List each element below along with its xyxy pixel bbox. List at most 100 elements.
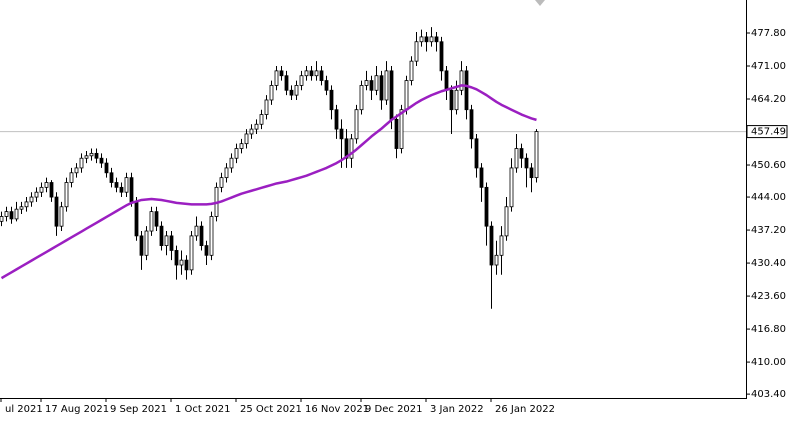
candle-body [244,133,249,145]
candle-body [54,196,59,227]
candle-body [99,157,104,164]
candle-body [14,208,19,220]
candle-body [199,225,204,246]
x-tick-label: 25 Oct 2021 [240,404,302,415]
candle-body [504,206,509,237]
y-tick-label: 437.20 [751,225,786,236]
candle-body [519,148,524,159]
candle-body [529,167,534,179]
candle-body [424,36,429,43]
candle-body [459,70,464,91]
candle-body [24,201,29,208]
candle-body [259,114,264,125]
candle-body [34,191,39,198]
candle-body [449,89,454,111]
candle-body [284,75,289,91]
candle-body [369,80,374,91]
candle-body [319,70,324,81]
candle-body [169,235,174,251]
candle-body [29,196,34,203]
candle-body [534,131,539,179]
candle-body [94,152,99,159]
candle-body [249,128,254,135]
x-tick-label: 17 Aug 2021 [45,404,109,415]
candle-body [149,211,154,232]
candle-body [4,211,9,217]
candle-body [69,172,74,183]
candle-body [59,206,64,227]
shift-marker [535,0,545,6]
candle-body [279,70,284,77]
candle-body [109,172,114,183]
candle-body [439,41,444,72]
candle-body [159,225,164,246]
candle-body [139,235,144,256]
candle-body [274,70,279,86]
candle-body [499,235,504,256]
y-tick-label: 423.60 [751,291,786,302]
candle-body [364,80,369,86]
candle-body [299,75,304,86]
moving-average-line [0,84,537,280]
x-tick-label: 3 Jan 2022 [430,404,484,415]
candle-body [474,138,479,169]
candle-body [9,211,14,220]
candle-body [524,157,529,169]
candle-body [304,70,309,77]
candle-body [104,162,109,174]
candle-body [294,85,299,96]
y-tick-label: 471.00 [751,61,786,72]
x-tick-label: 9 Dec 2021 [365,404,423,415]
candle-body [164,235,169,246]
candle-body [429,36,434,43]
x-tick-label: 16 Nov 2021 [305,404,369,415]
candle-body [509,167,514,208]
candle-body [374,75,379,91]
candle-body [224,167,229,179]
candle-body [204,245,209,256]
candle-body [494,254,499,266]
candle-body [209,216,214,256]
candle-body [129,177,134,203]
candle-body [269,85,274,101]
current-price-box [746,125,788,139]
candle-body [174,250,179,266]
candle-body [219,177,224,188]
candle-body [314,70,319,77]
candle-body [384,70,389,101]
candle-body [189,235,194,271]
candle-body [469,109,474,140]
candle-body [324,80,329,91]
y-tick-label: 410.00 [751,357,786,368]
candle-body [0,216,4,222]
candle-body [114,182,119,188]
candle-body [399,109,404,149]
candle-body [89,152,94,157]
x-tick-label: 9 Sep 2021 [110,404,167,415]
candle-body [49,182,54,198]
y-tick-label: 416.80 [751,324,786,335]
candle-body [134,201,139,237]
candle-body [74,167,79,174]
candle-body [234,148,239,159]
y-tick-label: 477.80 [751,28,786,39]
candle-body [264,99,269,115]
x-tick-label: 26 Jan 2022 [495,404,555,415]
candle-body [179,259,184,266]
candle-body [484,186,489,227]
candle-body [414,41,419,62]
candle-body [119,186,124,193]
candle-body [489,225,494,266]
candle-body [434,36,439,43]
candle-body [229,157,234,169]
y-tick-label: 430.40 [751,258,786,269]
candle-body [339,128,344,140]
candle-body [404,80,409,111]
candle-body [329,89,334,111]
candle-body [19,206,24,210]
candle-body [409,60,414,81]
candle-body [124,177,129,193]
